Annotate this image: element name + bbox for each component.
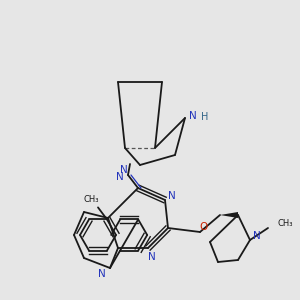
- Text: N: N: [253, 231, 261, 241]
- Text: N: N: [98, 269, 106, 279]
- Text: CH₃: CH₃: [277, 220, 292, 229]
- Text: N: N: [120, 165, 128, 175]
- Text: N: N: [189, 111, 197, 121]
- Text: N: N: [168, 191, 176, 201]
- Polygon shape: [220, 212, 238, 218]
- Text: O: O: [200, 222, 208, 232]
- Text: N: N: [148, 252, 156, 262]
- Text: H: H: [201, 112, 209, 122]
- Text: CH₃: CH₃: [83, 195, 99, 204]
- Text: N: N: [116, 172, 124, 182]
